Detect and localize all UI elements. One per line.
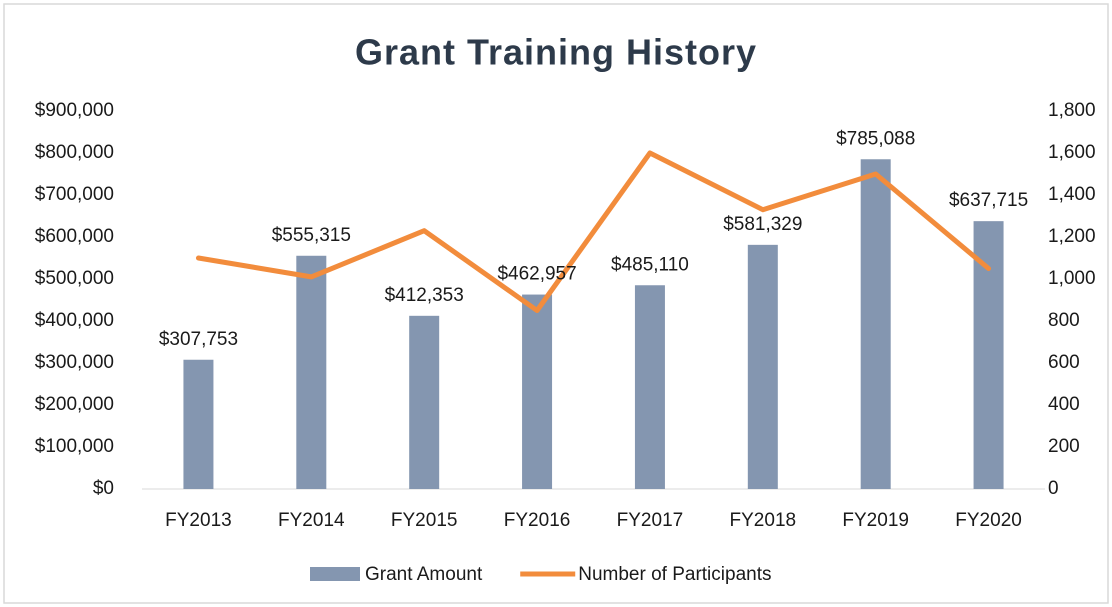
x-tick-label: FY2020	[955, 510, 1022, 531]
x-tick-label: FY2016	[504, 510, 571, 531]
bar	[296, 255, 327, 489]
y-tick-label: $700,000	[35, 184, 114, 205]
data-label: $307,753	[159, 329, 238, 350]
y-tick-label: $500,000	[35, 268, 114, 289]
y-tick-label: $0	[93, 478, 114, 499]
y2-tick-label: 1,600	[1048, 142, 1096, 163]
data-label: $581,329	[723, 214, 802, 235]
line	[195, 150, 992, 313]
data-label: $462,957	[497, 264, 576, 285]
y-tick-label: $100,000	[35, 436, 114, 457]
y-tick-label: $300,000	[35, 352, 114, 373]
bar	[860, 159, 891, 489]
y2-tick-label: 0	[1048, 478, 1059, 499]
y2-tick-label: 600	[1048, 352, 1080, 373]
chart-title: Grant Training History	[355, 32, 757, 73]
y2-tick-label: 200	[1048, 436, 1080, 457]
x-tick-label: FY2013	[165, 510, 232, 531]
y-tick-label: $900,000	[35, 100, 114, 121]
y-tick-label: $200,000	[35, 394, 114, 415]
x-tick-label: FY2014	[278, 510, 345, 531]
bar	[183, 359, 214, 489]
data-label: $637,715	[949, 190, 1028, 211]
bar	[634, 285, 665, 489]
y-tick-label: $400,000	[35, 310, 114, 331]
y2-tick-label: 1,400	[1048, 184, 1096, 205]
data-label: $412,353	[385, 285, 464, 306]
bar	[522, 294, 553, 489]
x-tick-label: FY2017	[617, 510, 684, 531]
y-tick-label: $800,000	[35, 142, 114, 163]
x-tick-label: FY2018	[730, 510, 797, 531]
x-tick-label: FY2019	[842, 510, 909, 531]
data-label: $785,088	[836, 128, 915, 149]
data-label: $485,110	[611, 254, 689, 275]
y2-tick-label: 1,000	[1048, 268, 1096, 289]
legend-swatch	[310, 567, 360, 581]
bar	[747, 244, 778, 489]
bar	[409, 315, 440, 489]
y2-tick-label: 1,200	[1048, 226, 1096, 247]
y2-tick-label: 800	[1048, 310, 1080, 331]
y2-tick-label: 400	[1048, 394, 1080, 415]
data-label: $555,315	[272, 225, 351, 246]
chart-frame	[3, 3, 1109, 604]
y2-tick-label: 1,800	[1048, 100, 1096, 121]
y-tick-label: $600,000	[35, 226, 114, 247]
legend-label: Number of Participants	[578, 564, 771, 585]
x-tick-label: FY2015	[391, 510, 458, 531]
legend-label: Grant Amount	[365, 564, 483, 585]
